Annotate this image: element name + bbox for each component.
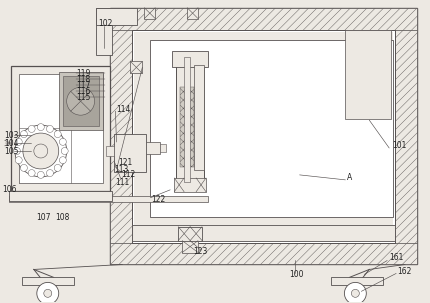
Circle shape bbox=[59, 138, 66, 145]
Bar bbox=[63, 76, 98, 126]
Circle shape bbox=[37, 171, 44, 178]
Bar bbox=[146, 142, 160, 154]
Circle shape bbox=[34, 144, 48, 158]
Text: 121: 121 bbox=[118, 158, 133, 168]
Bar bbox=[182, 241, 198, 252]
Text: 118: 118 bbox=[77, 75, 91, 84]
Text: 104: 104 bbox=[4, 138, 18, 148]
Text: 101: 101 bbox=[392, 141, 406, 149]
Bar bbox=[22, 278, 74, 285]
Bar bbox=[9, 196, 208, 202]
Circle shape bbox=[21, 131, 28, 138]
Circle shape bbox=[37, 282, 59, 303]
Text: 102: 102 bbox=[98, 19, 113, 28]
Bar bbox=[132, 30, 395, 243]
Text: 112: 112 bbox=[121, 170, 136, 179]
Bar bbox=[19, 128, 71, 183]
Text: 100: 100 bbox=[290, 270, 304, 279]
Bar bbox=[111, 8, 417, 30]
Bar bbox=[172, 52, 208, 67]
Text: 122: 122 bbox=[151, 195, 166, 204]
Text: 123: 123 bbox=[193, 247, 208, 256]
Bar bbox=[144, 8, 155, 18]
Text: 111: 111 bbox=[116, 178, 130, 187]
Text: 162: 162 bbox=[397, 267, 412, 276]
Bar bbox=[114, 134, 146, 172]
Text: A: A bbox=[347, 173, 353, 182]
Bar bbox=[194, 65, 204, 170]
Bar bbox=[111, 243, 417, 265]
Bar bbox=[184, 58, 190, 182]
Text: 115: 115 bbox=[77, 93, 91, 102]
Bar bbox=[95, 8, 113, 55]
Circle shape bbox=[15, 138, 22, 145]
Text: 105: 105 bbox=[4, 147, 18, 155]
Bar bbox=[111, 8, 417, 265]
Bar bbox=[134, 32, 393, 241]
Bar bbox=[332, 278, 383, 285]
Bar bbox=[174, 178, 206, 192]
Bar bbox=[150, 39, 393, 217]
Bar bbox=[134, 227, 393, 238]
Circle shape bbox=[44, 289, 52, 297]
Circle shape bbox=[37, 124, 44, 131]
Circle shape bbox=[61, 148, 68, 155]
Circle shape bbox=[67, 87, 95, 115]
Circle shape bbox=[23, 133, 59, 169]
Text: 119: 119 bbox=[77, 69, 91, 78]
Bar bbox=[107, 146, 114, 156]
Text: 116: 116 bbox=[77, 87, 91, 96]
Bar bbox=[347, 32, 389, 117]
Circle shape bbox=[351, 289, 359, 297]
Bar bbox=[130, 62, 142, 73]
Circle shape bbox=[28, 125, 35, 132]
Bar bbox=[11, 66, 111, 191]
Text: 117: 117 bbox=[77, 81, 91, 90]
Bar bbox=[395, 30, 417, 243]
Bar bbox=[9, 191, 113, 201]
Circle shape bbox=[28, 170, 35, 177]
Circle shape bbox=[13, 148, 20, 155]
Bar bbox=[160, 144, 166, 152]
Circle shape bbox=[46, 125, 53, 132]
Bar bbox=[345, 30, 391, 119]
Circle shape bbox=[59, 157, 66, 164]
Circle shape bbox=[15, 157, 22, 164]
Bar bbox=[111, 30, 132, 243]
Text: 161: 161 bbox=[389, 253, 404, 262]
Bar bbox=[19, 74, 102, 183]
Circle shape bbox=[46, 170, 53, 177]
Circle shape bbox=[54, 131, 61, 138]
Circle shape bbox=[344, 282, 366, 303]
Text: 113: 113 bbox=[114, 165, 129, 175]
Circle shape bbox=[21, 165, 28, 171]
Bar bbox=[187, 8, 198, 18]
Bar bbox=[132, 225, 395, 241]
Circle shape bbox=[54, 165, 61, 171]
Bar bbox=[95, 8, 137, 25]
Text: 103: 103 bbox=[4, 131, 18, 140]
Text: 108: 108 bbox=[55, 213, 69, 222]
Bar bbox=[176, 58, 204, 180]
Text: 106: 106 bbox=[2, 185, 16, 194]
Bar bbox=[13, 68, 108, 189]
Circle shape bbox=[15, 125, 67, 177]
Bar bbox=[59, 72, 102, 130]
Text: 114: 114 bbox=[117, 105, 131, 114]
Bar bbox=[178, 227, 202, 241]
Text: 107: 107 bbox=[36, 213, 50, 222]
Bar bbox=[180, 87, 194, 167]
